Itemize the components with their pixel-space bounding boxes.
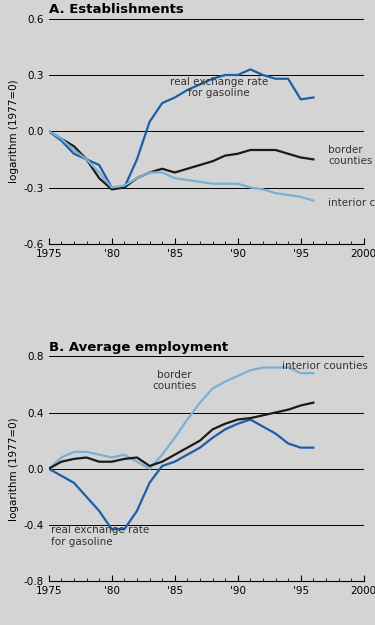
Text: real exchange rate
for gasoline: real exchange rate for gasoline bbox=[51, 525, 150, 547]
Text: B. Average employment: B. Average employment bbox=[49, 341, 228, 354]
Text: real exchange rate
for gasoline: real exchange rate for gasoline bbox=[170, 77, 268, 99]
Text: interior counties: interior counties bbox=[328, 198, 375, 208]
Y-axis label: logarithm (1977=0): logarithm (1977=0) bbox=[9, 417, 20, 521]
Text: border
counties: border counties bbox=[153, 370, 197, 391]
Y-axis label: logarithm (1977=0): logarithm (1977=0) bbox=[9, 79, 20, 183]
Text: interior counties: interior counties bbox=[282, 361, 368, 371]
Text: A. Establishments: A. Establishments bbox=[49, 3, 183, 16]
Text: border
counties: border counties bbox=[328, 145, 373, 166]
